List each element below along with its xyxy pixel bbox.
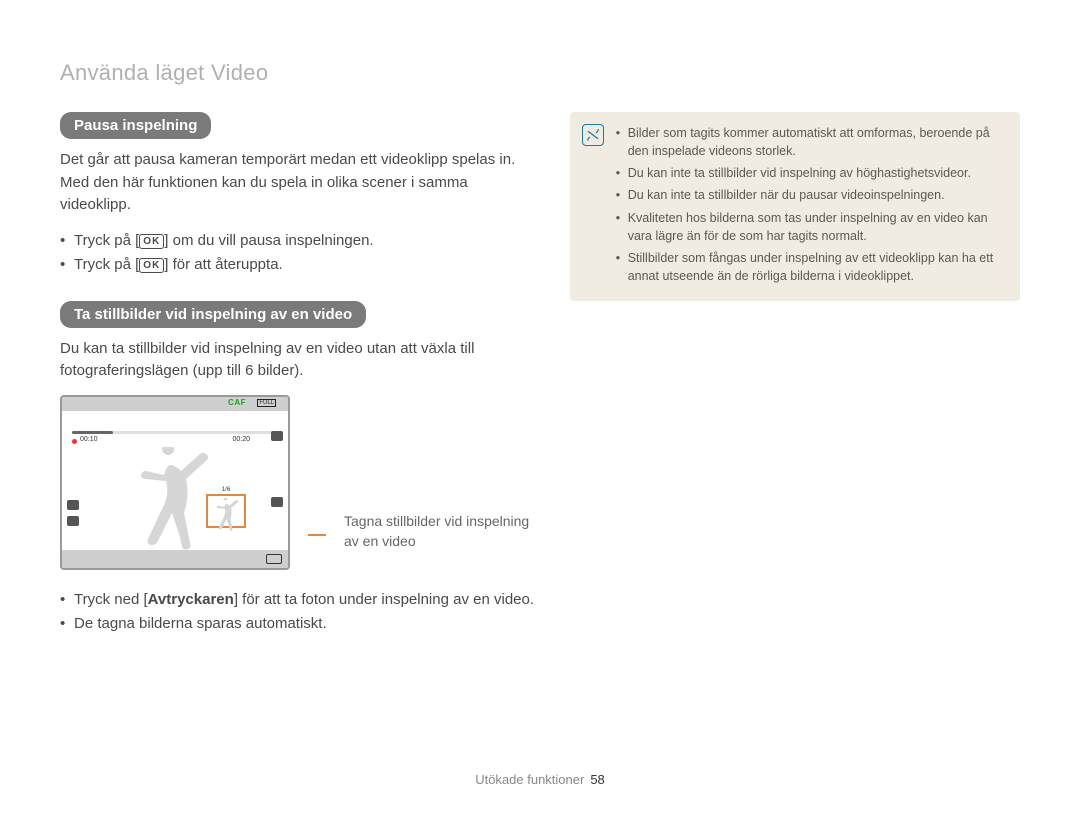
left-column: Pausa inspelning Det går att pausa kamer… — [60, 112, 540, 660]
screen-top-bar: CAF FULL — [62, 397, 288, 411]
note-item: Bilder som tagits kommer automatiskt att… — [616, 124, 1006, 160]
note-item: Stillbilder som fångas under inspelning … — [616, 249, 1006, 285]
note-list: Bilder som tagits kommer automatiskt att… — [616, 124, 1006, 285]
still-thumbnail: 1/6 — [206, 494, 246, 528]
figure-row: CAF FULL 00:10 00:20 — [60, 395, 540, 570]
screen-bottom-bar — [62, 550, 288, 568]
note-item: Du kan inte ta stillbilder vid inspelnin… — [616, 164, 1006, 182]
pause-intro: Det går att pausa kameran temporärt meda… — [60, 149, 540, 217]
note-item: Kvaliteten hos bilderna som tas under in… — [616, 209, 1006, 245]
stills-intro: Du kan ta stillbilder vid inspelning av … — [60, 338, 540, 383]
dancer-silhouette-icon — [120, 447, 220, 557]
right-icons-col — [271, 431, 283, 507]
bullet-shutter: Tryck ned [Avtryckaren] för att ta foton… — [60, 588, 540, 612]
full-indicator: FULL — [257, 399, 276, 407]
screen-body: 00:10 00:20 1/6 — [62, 411, 288, 550]
bullet-text-pre: Tryck på [ — [74, 256, 139, 273]
bullet-text-post: ] för att ta foton under inspelning av e… — [234, 591, 534, 608]
callout-leader-line — [308, 534, 326, 536]
bullet-resume: Tryck på [OK] för att återuppta. — [60, 253, 540, 277]
ok-icon: OK — [139, 234, 164, 249]
bullet-text-pre: Tryck ned [ — [74, 591, 148, 608]
bullet-text-pre: Tryck på [ — [74, 232, 139, 249]
bullet-pause: Tryck på [OK] om du vill pausa inspelnin… — [60, 229, 540, 253]
time-total: 00:20 — [232, 436, 250, 443]
thumb-counter: 1/6 — [208, 487, 244, 493]
progress-fill — [72, 431, 113, 434]
mode-icon — [271, 431, 283, 441]
progress-bar — [72, 431, 278, 434]
note-box: Bilder som tagits kommer automatiskt att… — [570, 112, 1020, 301]
bullet-text-post: ] för att återuppta. — [164, 256, 282, 273]
bullet-text-post: ] om du vill pausa inspelningen. — [164, 232, 373, 249]
page-footer: Utökade funktioner 58 — [0, 772, 1080, 787]
section-header-stills: Ta stillbilder vid inspelning av en vide… — [60, 301, 366, 328]
stills-bottom-bullets: Tryck ned [Avtryckaren] för att ta foton… — [60, 588, 540, 636]
ok-icon: OK — [139, 258, 164, 273]
ev-icon — [271, 497, 283, 507]
rec-dot-icon — [72, 439, 77, 444]
camera-screen-figure: CAF FULL 00:10 00:20 — [60, 395, 290, 570]
right-column: Bilder som tagits kommer automatiskt att… — [570, 112, 1020, 660]
shutter-bold: Avtryckaren — [148, 591, 234, 608]
footer-section: Utökade funktioner — [475, 772, 584, 787]
pause-bullets: Tryck på [OK] om du vill pausa inspelnin… — [60, 229, 540, 277]
section-header-pause: Pausa inspelning — [60, 112, 211, 139]
content-columns: Pausa inspelning Det går att pausa kamer… — [60, 112, 1020, 660]
footer-page-number: 58 — [590, 772, 604, 787]
time-elapsed: 00:10 — [80, 436, 98, 443]
bullet-autosave: De tagna bilderna sparas automatiskt. — [60, 612, 540, 636]
note-info-icon — [582, 124, 604, 146]
page-title: Använda läget Video — [60, 60, 1020, 86]
note-item: Du kan inte ta stillbilder när du pausar… — [616, 186, 1006, 204]
battery-icon — [266, 554, 282, 564]
caf-indicator: CAF — [228, 398, 246, 407]
callout-text: Tagna stillbilder vid inspelning av en v… — [344, 512, 534, 569]
left-icons-col — [67, 500, 79, 526]
thumb-dancer-icon — [210, 498, 242, 533]
mic-icon — [67, 516, 79, 526]
hand-icon — [67, 500, 79, 510]
